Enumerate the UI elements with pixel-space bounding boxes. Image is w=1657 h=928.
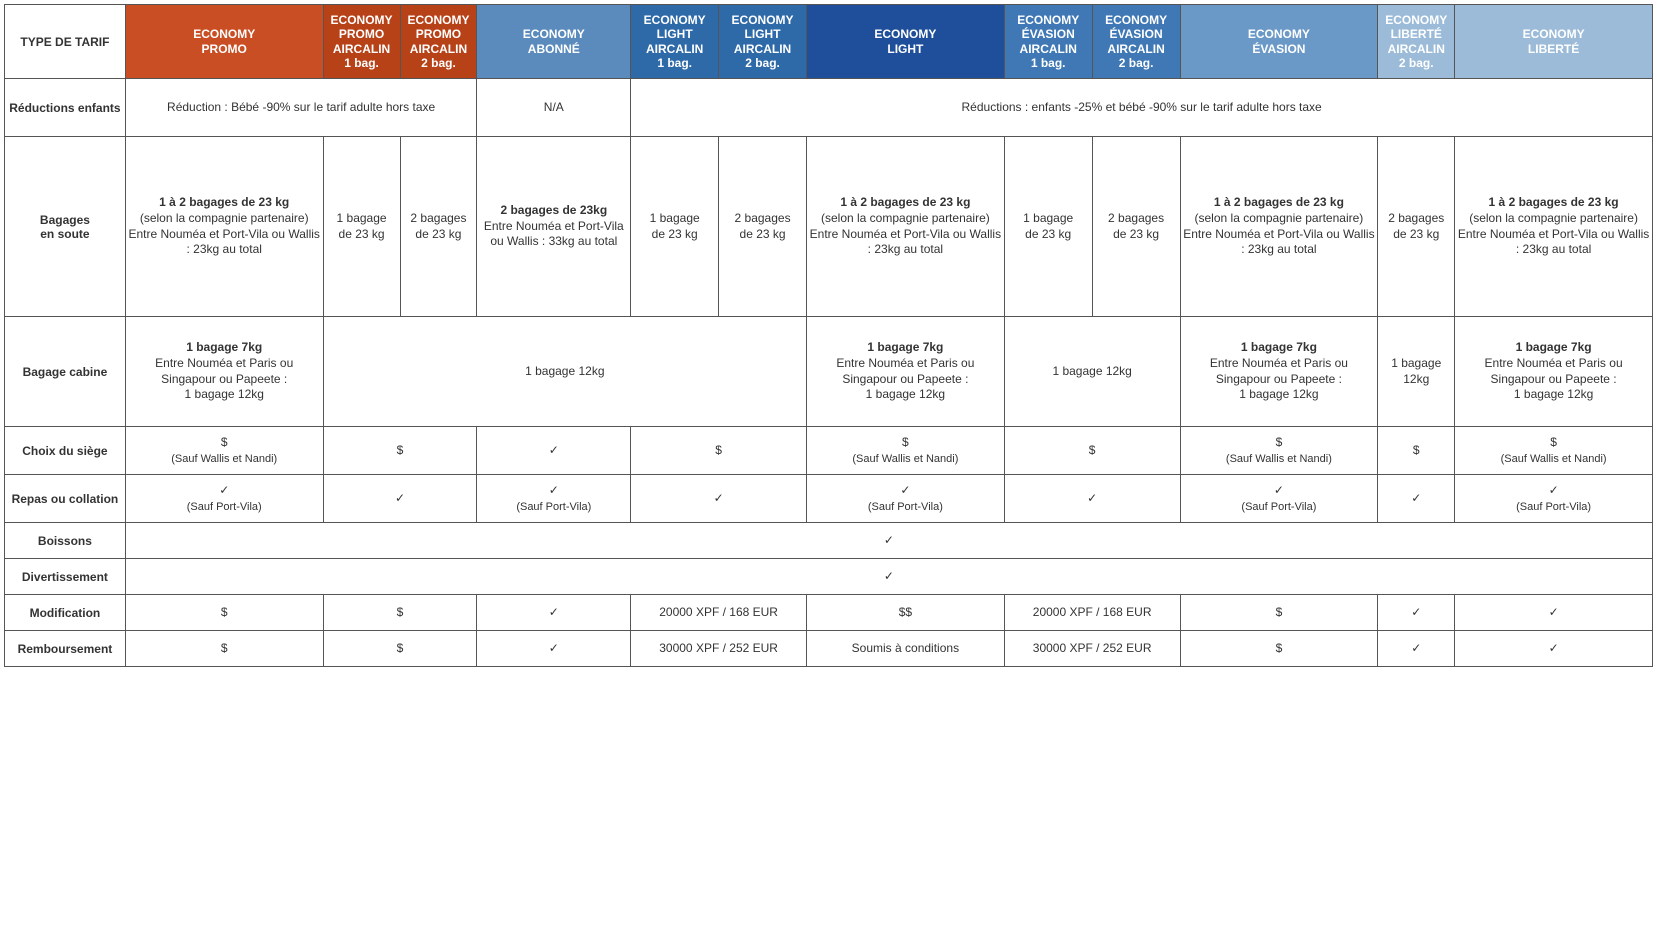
cell-bagageCabine-1: 1 bagage 12kg	[323, 317, 806, 427]
cell-siege-3: $	[631, 427, 807, 475]
cell-siege-2: ✓	[477, 427, 631, 475]
cell-bagageCabine-3: 1 bagage 12kg	[1004, 317, 1180, 427]
cell-repas-2: ✓(Sauf Port-Vila)	[477, 475, 631, 523]
row-modif: Modification$$✓20000 XPF / 168 EUR$$2000…	[5, 595, 1653, 631]
cell-remb-8: ✓	[1455, 631, 1653, 667]
cell-modif-0: $	[125, 595, 323, 631]
cell-bagageCabine-5: 1 bagage12kg	[1378, 317, 1455, 427]
col-header-3: ECONOMYABONNÉ	[477, 5, 631, 79]
cell-modif-3: 20000 XPF / 168 EUR	[631, 595, 807, 631]
cell-repas-5: ✓	[1004, 475, 1180, 523]
cell-modif-7: ✓	[1378, 595, 1455, 631]
cell-remb-1: $	[323, 631, 477, 667]
cell-reductions-1: N/A	[477, 79, 631, 137]
cell-bagageCabine-2: 1 bagage 7kgEntre Nouméa et Paris ou Sin…	[807, 317, 1005, 427]
cell-remb-6: $	[1180, 631, 1378, 667]
cell-bagageCabine-4: 1 bagage 7kgEntre Nouméa et Paris ou Sin…	[1180, 317, 1378, 427]
row-divert: Divertissement✓	[5, 559, 1653, 595]
cell-bagagesSoute-9: 1 à 2 bagages de 23 kg(selon la compagni…	[1180, 137, 1378, 317]
col-header-9: ECONOMYÉVASION	[1180, 5, 1378, 79]
cell-remb-7: ✓	[1378, 631, 1455, 667]
cell-bagagesSoute-10: 2 bagagesde 23 kg	[1378, 137, 1455, 317]
row-remb: Remboursement$$✓30000 XPF / 252 EURSoumi…	[5, 631, 1653, 667]
cell-bagagesSoute-5: 2 bagagesde 23 kg	[719, 137, 807, 317]
col-header-5: ECONOMYLIGHTAIRCALIN2 bag.	[719, 5, 807, 79]
col-header-10: ECONOMYLIBERTÉAIRCALIN2 bag.	[1378, 5, 1455, 79]
row-bagagesSoute: Bagagesen soute1 à 2 bagages de 23 kg(se…	[5, 137, 1653, 317]
cell-repas-6: ✓(Sauf Port-Vila)	[1180, 475, 1378, 523]
cell-repas-7: ✓	[1378, 475, 1455, 523]
cell-bagagesSoute-1: 1 bagagede 23 kg	[323, 137, 400, 317]
row-bagageCabine: Bagage cabine1 bagage 7kgEntre Nouméa et…	[5, 317, 1653, 427]
header-title: TYPE DE TARIF	[5, 5, 126, 79]
col-header-8: ECONOMYÉVASIONAIRCALIN2 bag.	[1092, 5, 1180, 79]
cell-bagagesSoute-6: 1 à 2 bagages de 23 kg(selon la compagni…	[807, 137, 1005, 317]
fare-comparison-table: TYPE DE TARIF ECONOMYPROMOECONOMYPROMOAI…	[4, 4, 1653, 667]
cell-bagageCabine-0: 1 bagage 7kgEntre Nouméa et Paris ou Sin…	[125, 317, 323, 427]
cell-modif-6: $	[1180, 595, 1378, 631]
cell-bagagesSoute-0: 1 à 2 bagages de 23 kg(selon la compagni…	[125, 137, 323, 317]
row-label-bagagesSoute: Bagagesen soute	[5, 137, 126, 317]
cell-siege-5: $	[1004, 427, 1180, 475]
row-label-bagageCabine: Bagage cabine	[5, 317, 126, 427]
row-repas: Repas ou collation✓(Sauf Port-Vila)✓✓(Sa…	[5, 475, 1653, 523]
row-label-repas: Repas ou collation	[5, 475, 126, 523]
cell-bagagesSoute-3: 2 bagages de 23kgEntre Nouméa et Port-Vi…	[477, 137, 631, 317]
col-header-1: ECONOMYPROMOAIRCALIN1 bag.	[323, 5, 400, 79]
cell-repas-0: ✓(Sauf Port-Vila)	[125, 475, 323, 523]
cell-modif-1: $	[323, 595, 477, 631]
row-siege: Choix du siège$(Sauf Wallis et Nandi)$✓$…	[5, 427, 1653, 475]
cell-siege-8: $(Sauf Wallis et Nandi)	[1455, 427, 1653, 475]
cell-repas-8: ✓(Sauf Port-Vila)	[1455, 475, 1653, 523]
cell-modif-5: 20000 XPF / 168 EUR	[1004, 595, 1180, 631]
cell-siege-4: $(Sauf Wallis et Nandi)	[807, 427, 1005, 475]
cell-divert-0: ✓	[125, 559, 1652, 595]
row-label-siege: Choix du siège	[5, 427, 126, 475]
cell-remb-0: $	[125, 631, 323, 667]
row-label-remb: Remboursement	[5, 631, 126, 667]
cell-repas-1: ✓	[323, 475, 477, 523]
cell-bagageCabine-6: 1 bagage 7kgEntre Nouméa et Paris ou Sin…	[1455, 317, 1653, 427]
col-header-11: ECONOMYLIBERTÉ	[1455, 5, 1653, 79]
cell-bagagesSoute-2: 2 bagagesde 23 kg	[400, 137, 477, 317]
col-header-6: ECONOMYLIGHT	[807, 5, 1005, 79]
cell-remb-4: Soumis à conditions	[807, 631, 1005, 667]
cell-reductions-2: Réductions : enfants -25% et bébé -90% s…	[631, 79, 1653, 137]
cell-boissons-0: ✓	[125, 523, 1652, 559]
row-label-divert: Divertissement	[5, 559, 126, 595]
cell-bagagesSoute-7: 1 bagagede 23 kg	[1004, 137, 1092, 317]
cell-bagagesSoute-11: 1 à 2 bagages de 23 kg(selon la compagni…	[1455, 137, 1653, 317]
cell-siege-7: $	[1378, 427, 1455, 475]
col-header-4: ECONOMYLIGHTAIRCALIN1 bag.	[631, 5, 719, 79]
row-boissons: Boissons✓	[5, 523, 1653, 559]
row-label-modif: Modification	[5, 595, 126, 631]
cell-siege-0: $(Sauf Wallis et Nandi)	[125, 427, 323, 475]
cell-repas-3: ✓	[631, 475, 807, 523]
cell-bagagesSoute-8: 2 bagagesde 23 kg	[1092, 137, 1180, 317]
cell-repas-4: ✓(Sauf Port-Vila)	[807, 475, 1005, 523]
cell-siege-1: $	[323, 427, 477, 475]
col-header-2: ECONOMYPROMOAIRCALIN2 bag.	[400, 5, 477, 79]
col-header-0: ECONOMYPROMO	[125, 5, 323, 79]
cell-modif-4: $$	[807, 595, 1005, 631]
cell-remb-2: ✓	[477, 631, 631, 667]
header-row: TYPE DE TARIF ECONOMYPROMOECONOMYPROMOAI…	[5, 5, 1653, 79]
row-label-boissons: Boissons	[5, 523, 126, 559]
row-label-reductions: Réductions enfants	[5, 79, 126, 137]
cell-remb-3: 30000 XPF / 252 EUR	[631, 631, 807, 667]
col-header-7: ECONOMYÉVASIONAIRCALIN1 bag.	[1004, 5, 1092, 79]
row-reductions: Réductions enfantsRéduction : Bébé -90% …	[5, 79, 1653, 137]
cell-modif-2: ✓	[477, 595, 631, 631]
cell-siege-6: $(Sauf Wallis et Nandi)	[1180, 427, 1378, 475]
cell-reductions-0: Réduction : Bébé -90% sur le tarif adult…	[125, 79, 477, 137]
cell-modif-8: ✓	[1455, 595, 1653, 631]
cell-remb-5: 30000 XPF / 252 EUR	[1004, 631, 1180, 667]
cell-bagagesSoute-4: 1 bagagede 23 kg	[631, 137, 719, 317]
